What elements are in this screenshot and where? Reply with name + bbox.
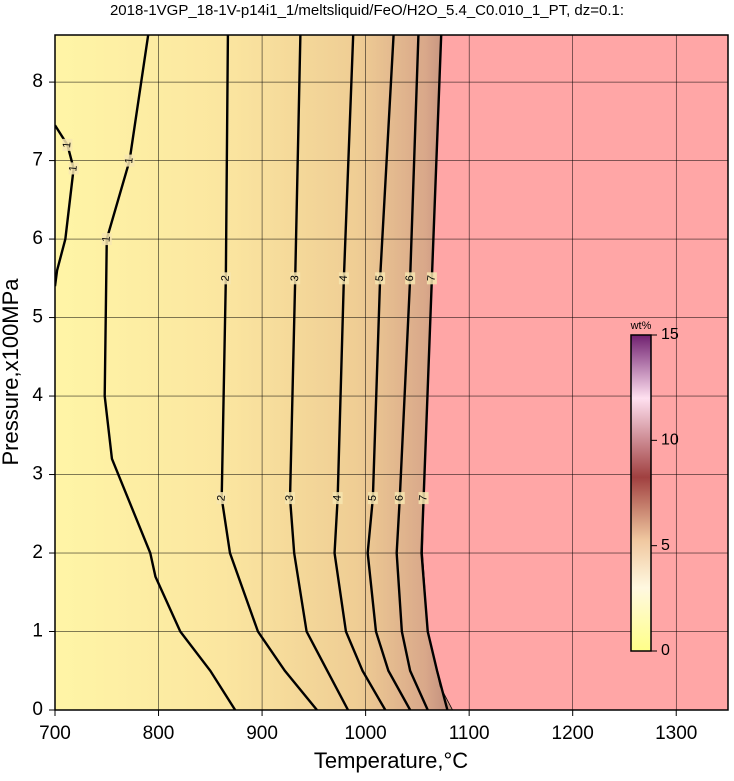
contour-label-bg bbox=[220, 272, 231, 285]
colorbar-tick-label: 5 bbox=[661, 537, 670, 554]
x-tick-label: 1100 bbox=[449, 723, 490, 744]
contour-label: 1 bbox=[61, 141, 73, 148]
contour-label: 2 bbox=[215, 494, 227, 501]
x-tick-label: 800 bbox=[143, 723, 175, 744]
x-tick-label: 900 bbox=[246, 723, 278, 744]
y-tick-label: 3 bbox=[32, 464, 43, 485]
y-axis-label: Pressure,x100MPa bbox=[0, 278, 23, 466]
x-tick-label: 1300 bbox=[655, 723, 697, 744]
y-tick-label: 4 bbox=[32, 385, 43, 406]
contour-label-bg bbox=[332, 492, 343, 505]
colorbar-tick-label: 10 bbox=[661, 432, 679, 449]
contour-label: 1 bbox=[123, 157, 135, 164]
plot-area: 1 1 1 1 2 2 3 3 4 4 5 5 6 6 7 7 bbox=[55, 35, 728, 710]
colorbar-label: wt% bbox=[630, 320, 652, 332]
contour-label: 3 bbox=[284, 494, 296, 501]
contour-label-bg bbox=[101, 233, 112, 246]
x-tick-label: 1000 bbox=[344, 723, 386, 744]
contour-label: 5 bbox=[367, 494, 379, 501]
contour-line bbox=[103, 35, 237, 710]
contour-label: 4 bbox=[331, 494, 343, 501]
contour-label-bg bbox=[338, 272, 349, 285]
contour-label-bg bbox=[405, 272, 416, 285]
contour-label-bg bbox=[367, 492, 378, 505]
chart-title: 2018-1VGP_18-1V-p14i1_1/meltsliquid/FeO/… bbox=[110, 2, 624, 19]
contour-label: 6 bbox=[404, 275, 416, 282]
y-tick-label: 7 bbox=[32, 150, 43, 171]
contour-label-bg bbox=[394, 492, 405, 505]
contour-label: 1 bbox=[67, 165, 79, 172]
overlay: 700 800 900 1000 1100 1200 1300012345678wt%051… bbox=[32, 34, 729, 744]
contour-label: 2 bbox=[220, 275, 232, 282]
contour-label: 6 bbox=[393, 494, 405, 501]
contour-label-bg bbox=[216, 492, 227, 505]
contour-label-bg bbox=[62, 138, 73, 151]
colorbar bbox=[630, 334, 652, 652]
contour-label-bg bbox=[426, 272, 437, 285]
contour-label: 1 bbox=[100, 235, 112, 242]
contour-label: 4 bbox=[338, 275, 350, 282]
melt-region bbox=[422, 35, 728, 710]
contour-label: 3 bbox=[289, 275, 301, 282]
y-tick-label: 1 bbox=[32, 621, 43, 642]
contour-label: 7 bbox=[426, 275, 438, 282]
y-tick-label: 0 bbox=[32, 699, 43, 720]
y-tick-label: 6 bbox=[32, 228, 43, 249]
contour-label-bg bbox=[285, 492, 296, 505]
x-tick-label: 700 bbox=[39, 723, 71, 744]
contour-label: 5 bbox=[374, 275, 386, 282]
colorbar-tick-label: 0 bbox=[661, 642, 670, 659]
x-axis-label: Temperature,°C bbox=[314, 748, 468, 773]
contour-label-bg bbox=[375, 272, 386, 285]
x-tick-label: 1200 bbox=[552, 723, 594, 744]
contour-label-bg bbox=[124, 154, 135, 167]
plot-frame bbox=[54, 34, 729, 711]
y-tick-label: 2 bbox=[32, 542, 43, 563]
contour-label: 7 bbox=[417, 494, 429, 501]
y-tick-label: 5 bbox=[32, 307, 43, 328]
y-tick-label: 8 bbox=[32, 71, 43, 92]
contour-label-bg bbox=[418, 492, 429, 505]
colorbar-tick-label: 15 bbox=[661, 326, 679, 343]
contour-label-bg bbox=[290, 272, 301, 285]
contour-label-bg bbox=[68, 162, 79, 175]
